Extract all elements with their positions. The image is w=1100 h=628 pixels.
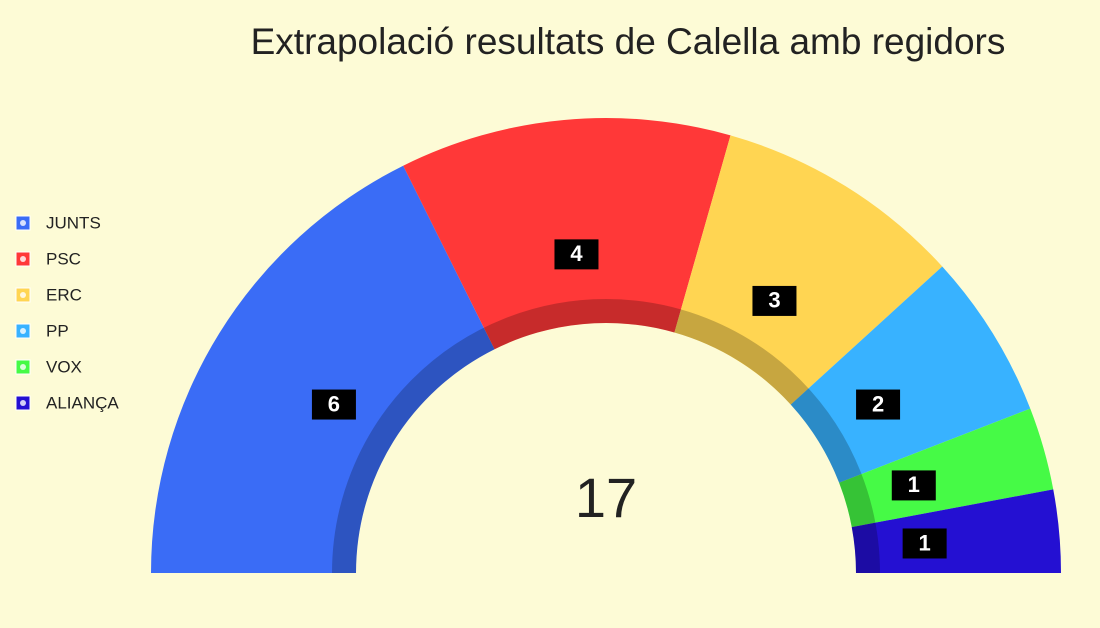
seat-wedge [790,266,1031,483]
legend-label: PP [46,321,69,340]
legend-dot [20,364,26,370]
label-box [856,389,901,420]
label-box [554,239,599,270]
legend-label: PSC [46,249,81,268]
legend-dot [20,220,26,226]
legend-dot [20,292,26,298]
legend-dot [20,256,26,262]
chart-title: Extrapolació resultats de Calella amb re… [251,21,1006,62]
legend-dot [20,400,26,406]
data-label: 3 [768,288,780,313]
inner-shade [332,299,880,574]
data-label: 6 [328,391,340,416]
legend-label: ALIANÇA [46,393,119,412]
total-seats: 17 [575,466,637,529]
legend-label: VOX [46,357,82,376]
label-box [311,389,356,420]
label-box [752,285,797,316]
data-label: 1 [919,530,931,555]
seat-wedge [403,118,731,350]
data-label: 4 [570,241,583,266]
data-label: 1 [908,472,920,497]
seat-wedge [151,165,495,574]
label-box [891,470,936,501]
label-box [902,528,947,559]
legend-label: ERC [46,285,82,304]
legend-dot [20,328,26,334]
data-label: 2 [872,391,884,416]
seat-wedge [674,135,943,405]
legend-label: JUNTS [46,213,101,232]
